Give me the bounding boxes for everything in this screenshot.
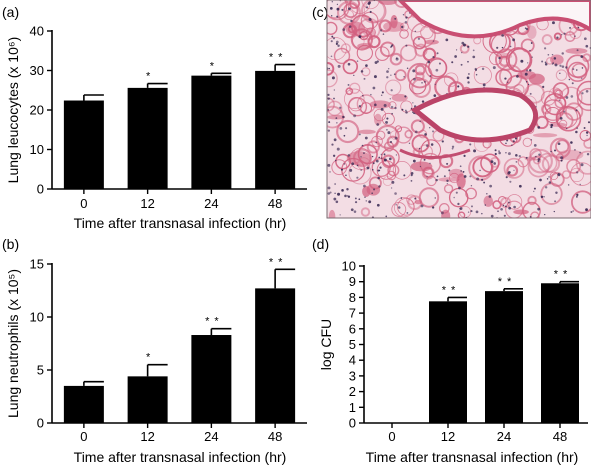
x-axis-label: Time after transnasal infection (hr) xyxy=(366,449,579,465)
bar xyxy=(127,376,168,423)
lung-histology-icon xyxy=(327,0,591,218)
bar xyxy=(255,70,296,189)
x-axis-label: Time after transnasal infection (hr) xyxy=(74,215,287,231)
significance-marker: * * xyxy=(205,316,220,328)
x-tick-label: 48 xyxy=(553,429,567,444)
x-tick-label: 0 xyxy=(80,196,87,211)
bar xyxy=(255,288,296,423)
y-tick-label: 0 xyxy=(37,182,44,197)
x-tick-label: 24 xyxy=(204,429,218,444)
significance-marker: * * xyxy=(442,284,457,296)
y-tick-label: 15 xyxy=(30,257,44,272)
y-tick-label: 30 xyxy=(30,63,44,78)
y-tick-label: 6 xyxy=(349,321,356,336)
bar xyxy=(429,301,467,423)
x-tick-label: 24 xyxy=(204,196,218,211)
y-axis-label: log CFU xyxy=(318,319,334,370)
y-tick-label: 7 xyxy=(349,306,356,321)
significance-marker: * * xyxy=(269,256,284,268)
x-tick-label: 48 xyxy=(268,196,282,211)
bar xyxy=(191,335,232,423)
significance-marker: * * xyxy=(498,276,513,288)
bar xyxy=(127,87,168,189)
x-tick-label: 0 xyxy=(80,429,87,444)
y-tick-label: 10 xyxy=(342,259,356,274)
panel-c-label: (c) xyxy=(312,4,328,20)
y-tick-label: 2 xyxy=(349,384,356,399)
y-tick-label: 5 xyxy=(37,363,44,378)
y-axis-label: Lung neutrophils (x 10⁵) xyxy=(5,269,21,418)
y-axis-label: Lung leucocytes (x 10⁶) xyxy=(5,37,21,184)
bar xyxy=(191,75,232,189)
y-tick-label: 10 xyxy=(30,142,44,157)
y-tick-label: 4 xyxy=(349,353,356,368)
x-tick-label: 12 xyxy=(441,429,455,444)
y-tick-label: 0 xyxy=(349,416,356,431)
x-tick-label: 12 xyxy=(140,196,154,211)
chart-panel-a: (a) 0 10 20 30 40 Lung leucocytes (x 10⁶) 0 12 * 2… xyxy=(2,4,307,231)
y-tick-label: 3 xyxy=(349,368,356,383)
panel-label: (d) xyxy=(312,236,329,252)
significance-marker: * xyxy=(210,60,215,72)
panel-label: (a) xyxy=(2,4,19,20)
x-axis-label: Time after transnasal infection (hr) xyxy=(74,449,287,465)
significance-marker: * * xyxy=(554,269,569,281)
y-tick-label: 0 xyxy=(37,416,44,431)
y-tick-label: 20 xyxy=(30,103,44,118)
panel-c: (c) xyxy=(312,0,591,219)
chart-panel-b: (b) 0 5 10 15 Lung neutrophils (x 10⁵) 0 12 * 24 *… xyxy=(2,236,307,465)
bar xyxy=(63,100,104,189)
x-tick-label: 12 xyxy=(140,429,154,444)
y-tick-label: 40 xyxy=(30,24,44,39)
bar xyxy=(485,291,523,423)
y-tick-label: 5 xyxy=(349,337,356,352)
y-tick-label: 9 xyxy=(349,274,356,289)
significance-marker: * xyxy=(146,71,151,83)
x-tick-label: 48 xyxy=(268,429,282,444)
x-tick-label: 24 xyxy=(497,429,511,444)
y-tick-label: 10 xyxy=(30,310,44,325)
significance-marker: * * xyxy=(269,52,284,64)
y-tick-label: 8 xyxy=(349,290,356,305)
panel-label: (b) xyxy=(2,236,19,252)
significance-marker: * xyxy=(146,352,151,364)
bar xyxy=(63,385,104,423)
bar xyxy=(541,283,579,423)
y-tick-label: 1 xyxy=(349,400,356,415)
x-tick-label: 0 xyxy=(388,429,395,444)
